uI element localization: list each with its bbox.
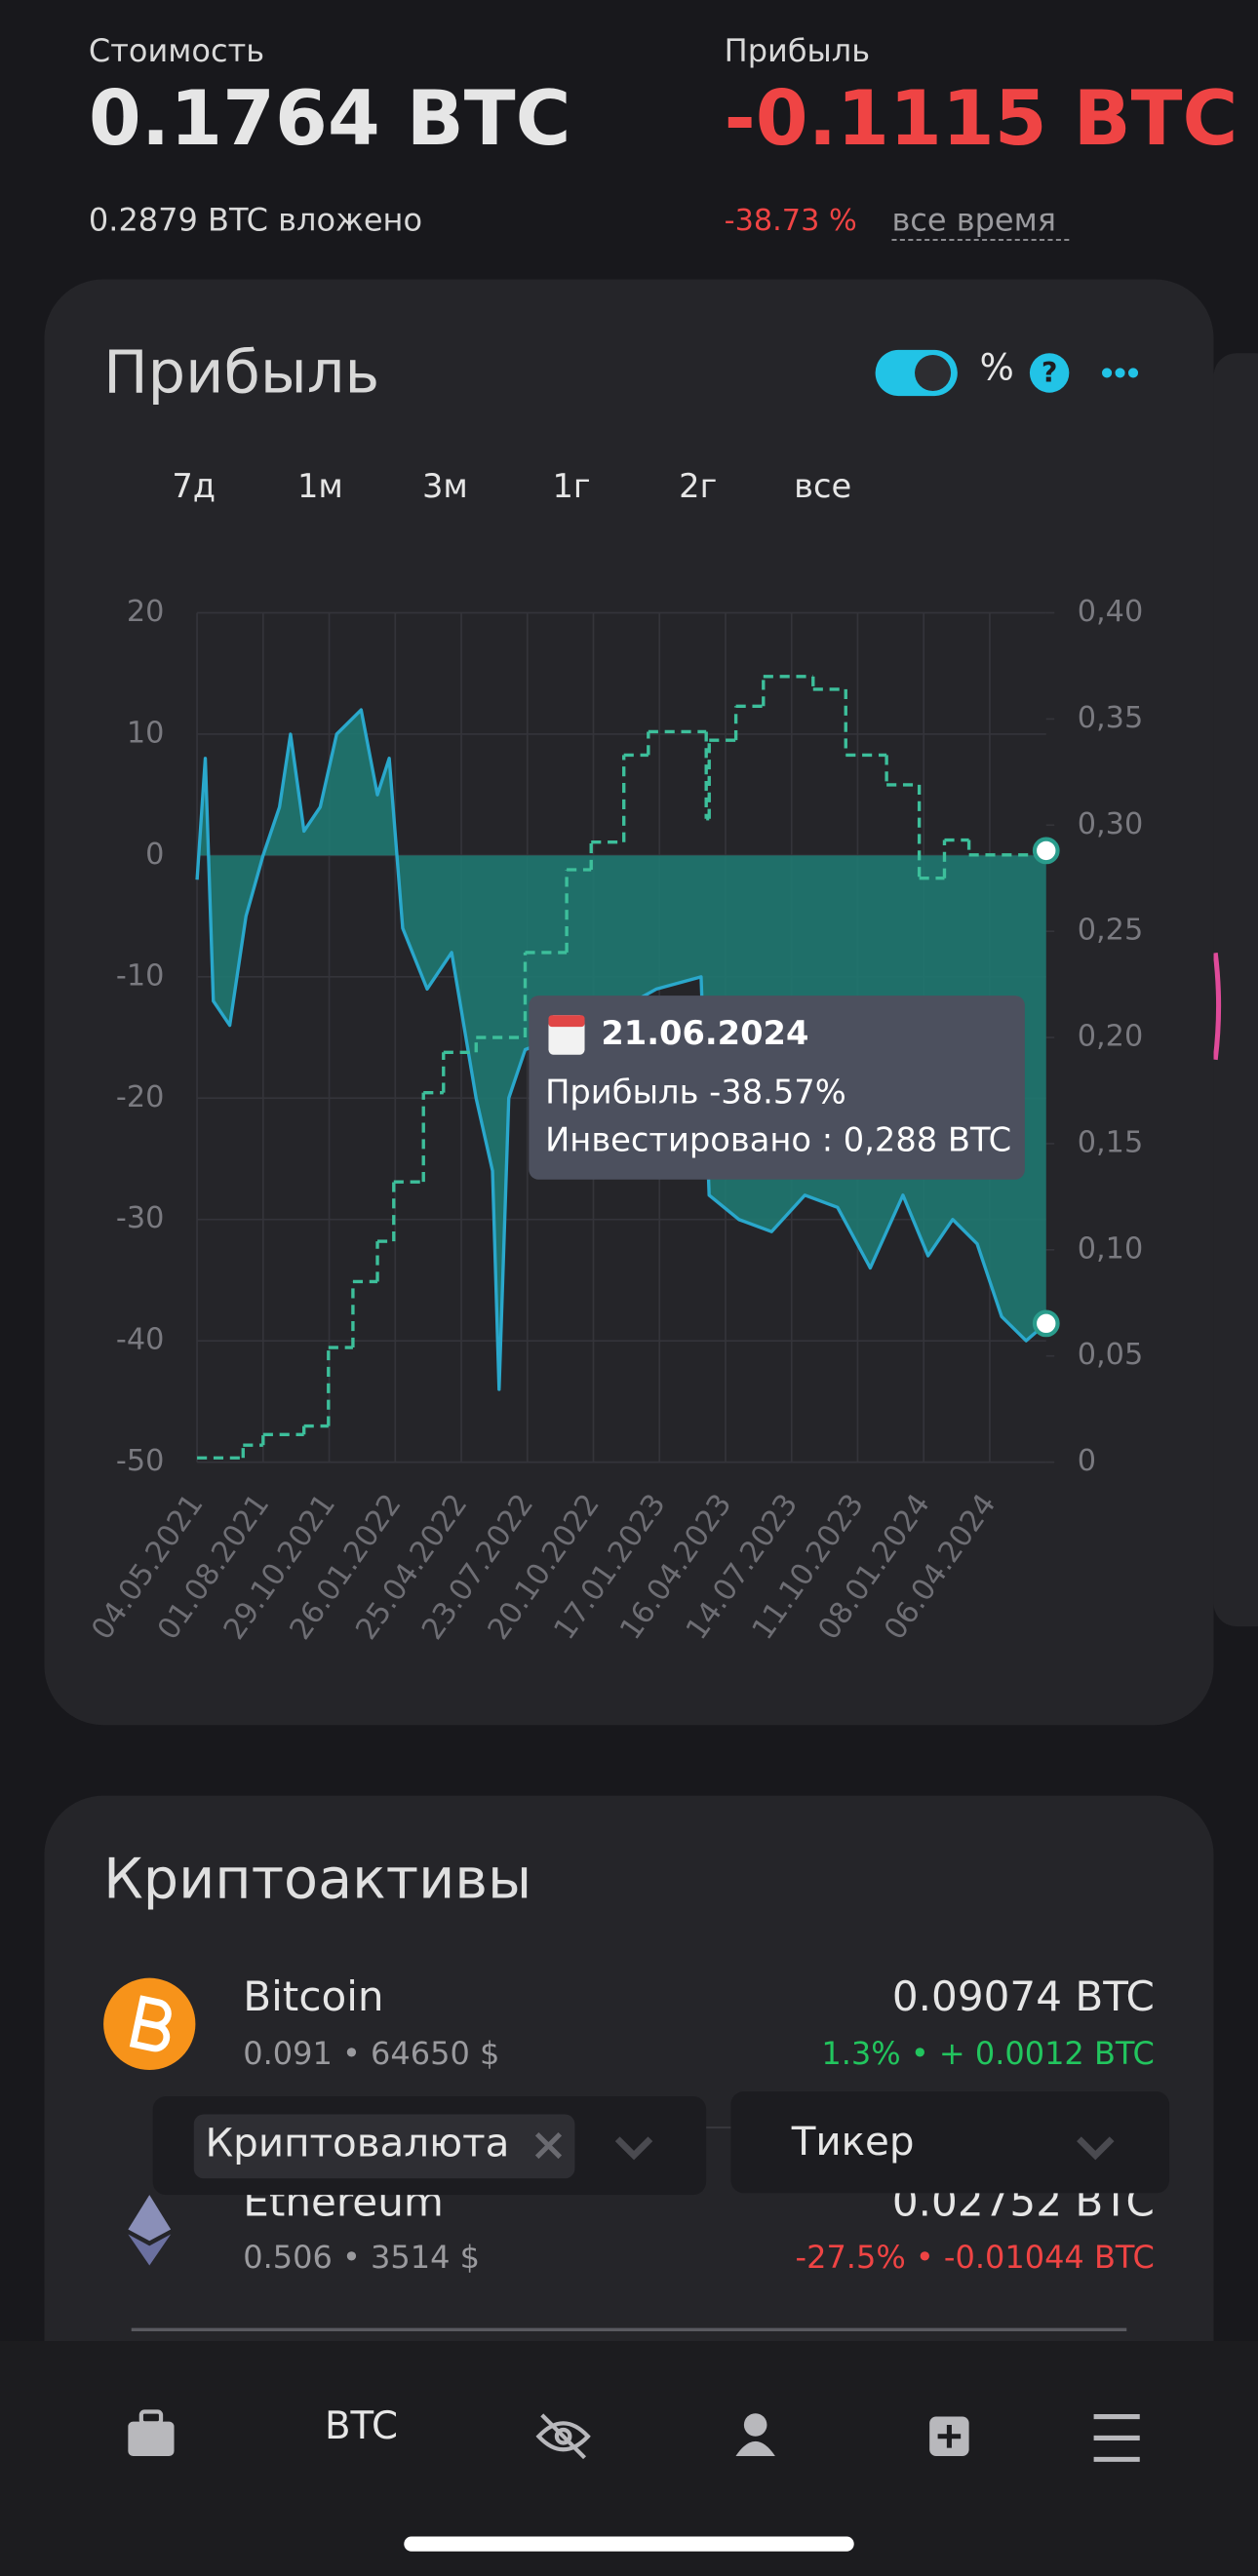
help-icon: ? bbox=[1042, 356, 1058, 389]
y2-tick-label: 0,05 bbox=[1078, 1338, 1143, 1372]
nav-add[interactable] bbox=[929, 2416, 969, 2456]
period-tab[interactable]: все bbox=[794, 467, 851, 505]
y2-tick-label: 0,10 bbox=[1078, 1231, 1143, 1266]
chip-remove[interactable] bbox=[534, 2131, 563, 2160]
y-tick-label: 20 bbox=[127, 595, 165, 629]
y2-tick-label: 0 bbox=[1078, 1444, 1096, 1478]
toggle-unit: % bbox=[980, 347, 1014, 389]
y-tick-label: -10 bbox=[116, 958, 165, 993]
dot bbox=[1102, 368, 1113, 378]
head bbox=[743, 2413, 767, 2437]
add-plus bbox=[937, 2424, 962, 2448]
filter-chip bbox=[193, 2114, 575, 2179]
asset-value: 0.09074 BTC bbox=[892, 1972, 1155, 2020]
y-tick-label: -30 bbox=[116, 1201, 165, 1235]
asset-change: -27.5% • -0.01044 BTC bbox=[796, 2239, 1155, 2276]
tooltip-box bbox=[529, 995, 1025, 1180]
nav-portfolio[interactable] bbox=[128, 2409, 175, 2456]
bitcoin-glyph bbox=[129, 1995, 172, 2052]
profit-label: Прибыль bbox=[725, 32, 870, 69]
y2-tick-label: 0,30 bbox=[1078, 807, 1143, 841]
eth-bottom bbox=[128, 2234, 172, 2266]
dot bbox=[1115, 368, 1125, 378]
eth-top bbox=[128, 2195, 172, 2242]
period-tab[interactable]: 2г bbox=[679, 467, 717, 505]
dot bbox=[1127, 368, 1139, 378]
asset-details: 0.506 • 3514 $ bbox=[243, 2239, 480, 2276]
next-card-accent bbox=[1212, 952, 1222, 1061]
tooltip: 21.06.2024 Прибыль -38.57% Инвестировано… bbox=[529, 995, 1025, 1180]
period-selector[interactable]: все время bbox=[891, 201, 1056, 238]
calendar-top bbox=[548, 1015, 585, 1028]
tooltip-date: 21.06.2024 bbox=[601, 1014, 808, 1052]
y2-tick-label: 0,15 bbox=[1078, 1125, 1143, 1159]
y2-tick-label: 0,40 bbox=[1078, 595, 1143, 629]
y-tick-label: 0 bbox=[145, 838, 164, 872]
filter-label: Криптовалюта bbox=[206, 2120, 510, 2166]
briefcase-handle bbox=[138, 2409, 164, 2426]
y-tick-label: -20 bbox=[116, 1080, 165, 1114]
end-marker bbox=[1032, 837, 1060, 865]
next-card bbox=[1213, 353, 1258, 1627]
toggle-knob bbox=[915, 354, 952, 392]
value-label: Стоимость bbox=[89, 32, 264, 69]
ethereum-icon bbox=[128, 2195, 172, 2266]
help-button[interactable] bbox=[1029, 353, 1070, 393]
y-tick-label: 10 bbox=[127, 716, 165, 750]
invested: 0.2879 BTC вложено bbox=[89, 201, 422, 238]
period-tab[interactable]: 1г bbox=[552, 467, 590, 505]
ticker-filter[interactable] bbox=[730, 2090, 1170, 2194]
period-tab[interactable]: 1м bbox=[297, 467, 343, 505]
briefcase bbox=[128, 2421, 175, 2456]
period-tab[interactable]: 3м bbox=[422, 467, 468, 505]
nav-menu[interactable] bbox=[1093, 2414, 1140, 2462]
profit: -0.1115 BTC bbox=[725, 75, 1238, 163]
filter-label: Тикер bbox=[791, 2118, 915, 2165]
dropdown-chevron bbox=[1077, 2136, 1115, 2161]
assets-title: Криптоактивы bbox=[103, 1847, 531, 1912]
y2-tick-label: 0,25 bbox=[1078, 914, 1143, 948]
y2-tick-label: 0,35 bbox=[1078, 701, 1143, 735]
y-tick-label: -50 bbox=[116, 1444, 165, 1478]
end-marker bbox=[1032, 1309, 1060, 1338]
nav-currency[interactable]: BTC bbox=[325, 2404, 398, 2448]
profit-pct: -38.73 % bbox=[725, 204, 857, 238]
body bbox=[735, 2440, 775, 2456]
y-tick-label: -40 bbox=[116, 1323, 165, 1357]
tooltip-invested: Инвестировано : 0,288 BTC bbox=[545, 1121, 1011, 1159]
profit-area bbox=[197, 710, 1046, 1389]
asset-name[interactable]: Bitcoin bbox=[243, 1972, 383, 2020]
asset-details: 0.091 • 64650 $ bbox=[243, 2035, 499, 2072]
card-title: Прибыль bbox=[103, 338, 379, 407]
home-indicator bbox=[404, 2536, 854, 2552]
value: 0.1764 BTC bbox=[89, 75, 571, 163]
tooltip-profit: Прибыль -38.57% bbox=[545, 1073, 846, 1112]
period-tab[interactable]: 7д bbox=[172, 467, 216, 505]
slash bbox=[540, 2413, 587, 2460]
dropdown-chevron bbox=[614, 2136, 653, 2161]
nav-profile[interactable] bbox=[735, 2413, 775, 2456]
period-tabs: 7д 1м 3м 1г 2г все bbox=[172, 467, 851, 505]
nav-hide[interactable] bbox=[535, 2413, 591, 2460]
y2-tick-label: 0,20 bbox=[1078, 1020, 1143, 1054]
asset-change: 1.3% • + 0.0012 BTC bbox=[821, 2035, 1155, 2072]
pupil bbox=[554, 2427, 572, 2445]
profit-line bbox=[195, 708, 1047, 1391]
more-button[interactable] bbox=[1102, 368, 1139, 378]
